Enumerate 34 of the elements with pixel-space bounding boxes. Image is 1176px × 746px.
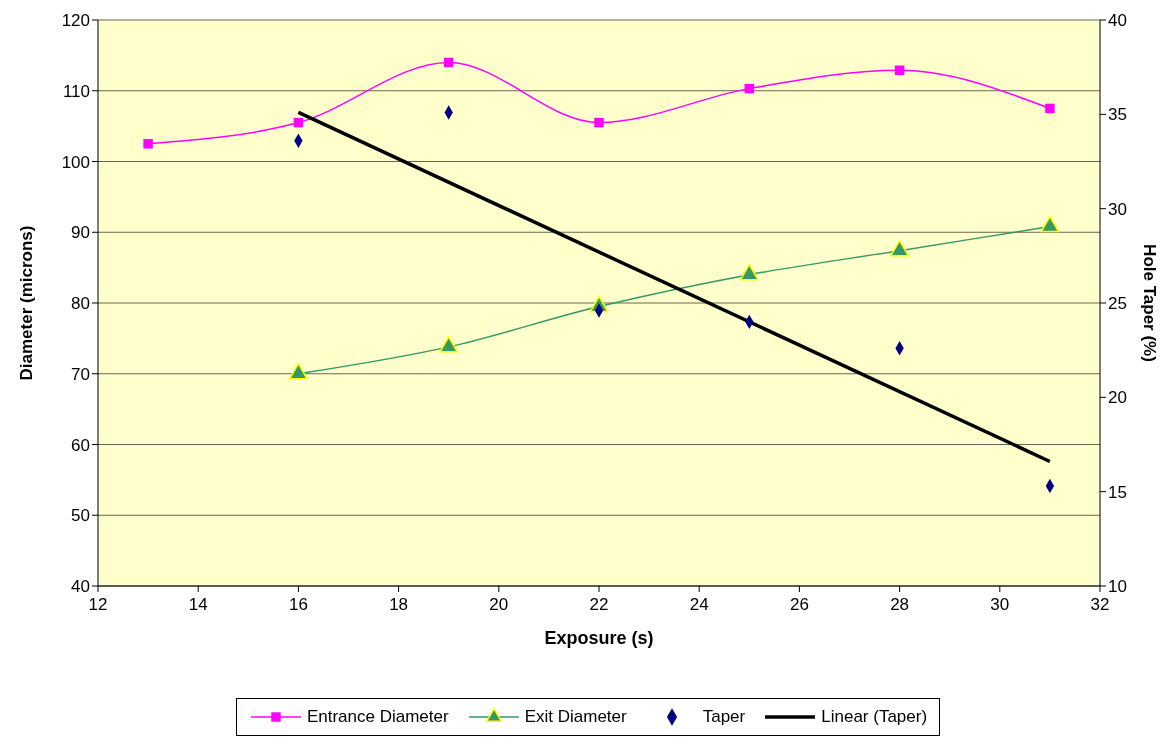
legend-label: Entrance Diameter bbox=[306, 707, 449, 727]
y2-tick-label: 40 bbox=[1108, 11, 1127, 31]
y-tick-label: 120 bbox=[61, 11, 90, 31]
y-axis-title: Diameter (microns) bbox=[17, 225, 37, 381]
legend-label: Exit Diameter bbox=[524, 707, 627, 727]
x-axis-title: Exposure (s) bbox=[544, 628, 654, 648]
x-tick-label: 24 bbox=[689, 595, 709, 615]
x-tick-label: 26 bbox=[789, 595, 809, 615]
x-tick-label: 32 bbox=[1090, 595, 1110, 615]
x-tick-label: 20 bbox=[489, 595, 509, 615]
legend-label: Linear (Taper) bbox=[821, 707, 928, 727]
x-tick-label: 18 bbox=[389, 595, 409, 615]
x-tick-label: 12 bbox=[88, 595, 108, 615]
y2-tick-label: 15 bbox=[1108, 482, 1127, 502]
y-tick-label: 90 bbox=[71, 223, 90, 243]
x-tick-label: 30 bbox=[990, 595, 1010, 615]
x-tick-label: 28 bbox=[890, 595, 910, 615]
y2-tick-label: 10 bbox=[1108, 577, 1127, 597]
x-tick-label: 16 bbox=[288, 595, 308, 615]
y-tick-label: 60 bbox=[71, 435, 90, 455]
y2-tick-label: 35 bbox=[1108, 105, 1127, 125]
y-tick-label: 40 bbox=[71, 577, 90, 597]
y2-tick-label: 25 bbox=[1108, 294, 1127, 314]
x-tick-label: 22 bbox=[589, 595, 609, 615]
legend-label: Taper bbox=[702, 707, 746, 727]
y-tick-label: 110 bbox=[62, 81, 90, 101]
y2-tick-label: 20 bbox=[1108, 388, 1127, 408]
y-tick-label: 100 bbox=[61, 152, 90, 172]
y2-tick-label: 30 bbox=[1108, 199, 1127, 219]
y-tick-label: 80 bbox=[71, 294, 90, 314]
y-tick-label: 50 bbox=[71, 506, 90, 526]
y-tick-label: 70 bbox=[71, 364, 90, 384]
y2-axis-title: Hole Taper (%) bbox=[1139, 244, 1159, 362]
x-tick-label: 14 bbox=[188, 595, 208, 615]
